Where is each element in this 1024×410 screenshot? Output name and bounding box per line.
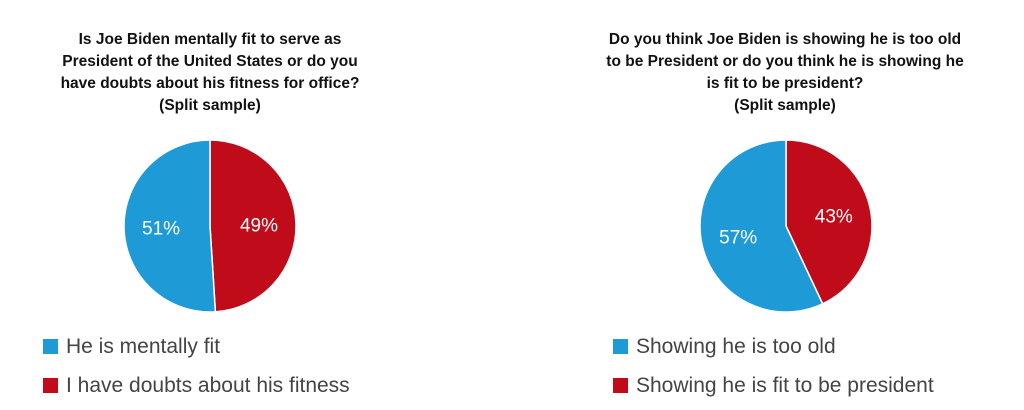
chart-title-right: Do you think Joe Biden is showing he is … [560, 29, 1010, 117]
pie-chart-right: 43% 57% [699, 139, 873, 313]
pie-data-label: 51% [142, 219, 180, 240]
chart-panel-left: Is Joe Biden mentally fit to serve as Pr… [0, 0, 420, 410]
chart-title-line: (Split sample) [159, 97, 261, 114]
legend-label: He is mentally fit [66, 335, 221, 358]
legend-item-doubts: I have doubts about his fitness [43, 373, 350, 399]
pie-data-label: 49% [240, 215, 278, 236]
legend-swatch [43, 339, 58, 354]
chart-title-line: President of the United States or do you [62, 53, 358, 70]
chart-panel-right: Do you think Joe Biden is showing he is … [560, 0, 1010, 410]
pie-slice-blue [123, 139, 217, 313]
pie-data-label: 43% [815, 206, 853, 227]
legend-item-mentally-fit: He is mentally fit [43, 334, 220, 360]
legend-label: Showing he is fit to be president [636, 374, 934, 397]
pie-slice-blue [699, 139, 824, 313]
chart-title-line: is fit to be president? [706, 75, 864, 92]
legend-swatch [613, 339, 628, 354]
pie-chart-left: 49% 51% [123, 139, 297, 313]
chart-title-left: Is Joe Biden mentally fit to serve as Pr… [0, 29, 420, 117]
chart-title-line: (Split sample) [734, 97, 836, 114]
legend-swatch [613, 378, 628, 393]
pie-slice-red [209, 139, 297, 313]
chart-title-line: have doubts about his fitness for office… [60, 75, 360, 92]
legend-swatch [43, 378, 58, 393]
legend-label: I have doubts about his fitness [66, 374, 350, 397]
chart-title-line: to be President or do you think he is sh… [606, 53, 964, 70]
pie-slice-red [785, 139, 873, 305]
legend-label: Showing he is too old [636, 335, 836, 358]
chart-title-line: Is Joe Biden mentally fit to serve as [78, 31, 342, 48]
legend-item-fit-to-be-president: Showing he is fit to be president [613, 373, 934, 399]
chart-title-line: Do you think Joe Biden is showing he is … [608, 31, 962, 48]
legend-item-too-old: Showing he is too old [613, 334, 836, 360]
pie-data-label: 57% [719, 228, 757, 249]
